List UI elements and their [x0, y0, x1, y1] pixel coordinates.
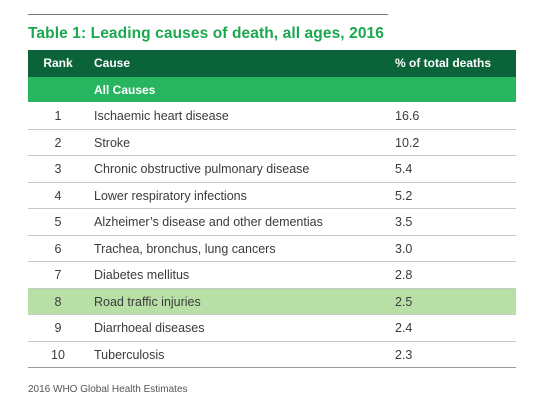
row-cause: Stroke	[94, 135, 131, 150]
row-rank: 9	[54, 321, 62, 335]
header-percent: % of total deaths	[395, 56, 492, 70]
row-percent: 2.4	[395, 321, 413, 335]
table-row: 6 Trachea, bronchus, lung cancers 3.0	[28, 236, 516, 262]
row-rank: 6	[54, 241, 62, 256]
table-row: 7 Diabetes mellitus 2.8	[28, 262, 516, 289]
top-divider	[28, 14, 388, 15]
row-cause: Alzheimer’s disease and other dementias	[94, 215, 323, 229]
causes-of-death-table: Rank Cause % of total deaths All Causes …	[28, 50, 516, 368]
row-rank: 1	[54, 109, 62, 123]
row-rank: 3	[54, 162, 62, 176]
all-causes-label: All Causes	[94, 83, 156, 97]
row-cause: Ischaemic heart disease	[94, 109, 229, 123]
all-causes-row: All Causes	[28, 77, 516, 103]
table-row: 3 Chronic obstructive pulmonary disease …	[28, 156, 516, 183]
row-percent: 2.3	[395, 347, 413, 362]
row-rank: 10	[51, 347, 65, 362]
table-row: 1 Ischaemic heart disease 16.6	[28, 103, 516, 130]
row-cause: Diabetes mellitus	[94, 268, 190, 282]
row-cause: Chronic obstructive pulmonary disease	[94, 162, 310, 176]
row-percent: 10.2	[395, 135, 420, 150]
row-percent: 16.6	[395, 109, 420, 123]
header-cause: Cause	[94, 56, 131, 70]
table-row-highlighted: 8 Road traffic injuries 2.5	[28, 288, 516, 315]
row-percent: 5.4	[395, 162, 413, 176]
row-cause: Tuberculosis	[94, 347, 165, 362]
table-title: Table 1: Leading causes of death, all ag…	[28, 25, 384, 42]
row-cause: Diarrhoeal diseases	[94, 321, 205, 335]
row-percent: 2.8	[395, 268, 413, 282]
row-cause: Trachea, bronchus, lung cancers	[94, 241, 276, 256]
table-row: 9 Diarrhoeal diseases 2.4	[28, 315, 516, 342]
table-row: 5 Alzheimer’s disease and other dementia…	[28, 209, 516, 236]
table-row: 4 Lower respiratory infections 5.2	[28, 183, 516, 209]
row-rank: 2	[54, 135, 62, 150]
source-note: 2016 WHO Global Health Estimates	[28, 384, 188, 395]
row-rank: 4	[54, 188, 62, 203]
row-rank: 8	[54, 294, 62, 309]
row-percent: 3.5	[395, 215, 413, 229]
row-percent: 3.0	[395, 241, 413, 256]
header-rank: Rank	[43, 56, 73, 70]
row-cause: Road traffic injuries	[94, 294, 201, 309]
table-row: 10 Tuberculosis 2.3	[28, 342, 516, 368]
row-percent: 2.5	[395, 294, 413, 309]
row-rank: 5	[54, 215, 62, 229]
table-header-row: Rank Cause % of total deaths	[28, 50, 516, 77]
row-percent: 5.2	[395, 188, 413, 203]
table-row: 2 Stroke 10.2	[28, 130, 516, 156]
row-rank: 7	[54, 268, 62, 282]
row-cause: Lower respiratory infections	[94, 188, 247, 203]
